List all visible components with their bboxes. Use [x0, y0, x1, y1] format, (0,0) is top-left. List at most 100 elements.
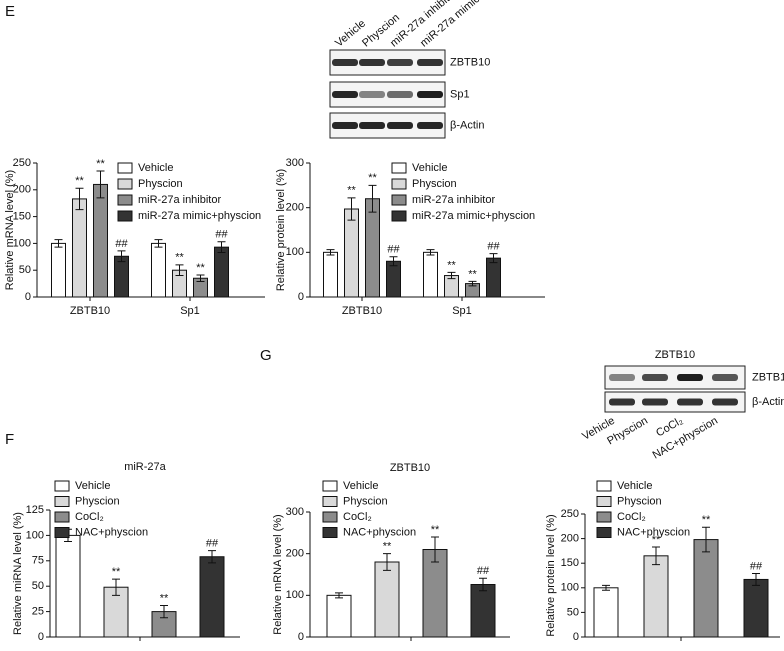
y-tick-label: 250 [13, 157, 31, 169]
blot-band [359, 91, 385, 98]
error-bar [426, 249, 435, 256]
y-tick-label: 0 [298, 291, 304, 303]
legend-swatch [54, 511, 70, 523]
legend-swatch [391, 194, 407, 206]
y-axis-label: Relative mRNA level (%) [272, 514, 284, 634]
error-bar [154, 239, 163, 248]
error-bar [326, 249, 335, 256]
y-tick-label: 150 [13, 211, 31, 223]
legend-label: NAC+physcion [343, 526, 416, 538]
panel-label: E [5, 3, 15, 20]
y-tick-label: 100 [286, 589, 304, 601]
panel-label: F [5, 431, 14, 448]
bar [470, 584, 496, 638]
y-tick-label: 300 [286, 506, 304, 518]
blot-band [712, 374, 738, 381]
legend-swatch [596, 480, 612, 492]
legend-label: Physcion [617, 495, 662, 507]
legend-swatch [596, 496, 612, 507]
legend-swatch [322, 480, 338, 492]
bar [344, 208, 359, 298]
y-tick-label: 0 [298, 631, 304, 643]
legend-label: miR-27a inhibitor [138, 194, 221, 206]
legend-swatch [596, 511, 612, 523]
y-tick-label: 100 [13, 237, 31, 249]
legend-swatch [391, 162, 407, 174]
significance-label: ** [175, 252, 184, 264]
blot-box [604, 391, 746, 413]
legend-swatch [117, 178, 133, 190]
blot-band [332, 59, 358, 66]
y-tick-label: 50 [567, 606, 579, 618]
legend-label: miR-27a inhibitor [412, 194, 495, 206]
bar [643, 555, 669, 638]
legend-swatch [117, 162, 133, 174]
y-tick-label: 200 [286, 202, 304, 214]
y-axis-label: Relative mRNA level (%) [4, 170, 16, 290]
y-tick-label: 0 [573, 631, 579, 643]
legend-label: Physcion [138, 178, 183, 190]
bar [214, 246, 229, 298]
significance-label: ## [750, 560, 763, 572]
legend-label: Physcion [412, 178, 457, 190]
error-bar [196, 274, 205, 282]
legend-swatch [117, 194, 133, 206]
significance-label: ## [206, 538, 219, 550]
legend-label: Vehicle [412, 162, 447, 174]
legend-swatch [391, 210, 407, 222]
bar [55, 534, 81, 638]
blot-band [417, 91, 443, 98]
legend-label: CoCl₂ [617, 511, 646, 523]
error-bar [702, 526, 710, 553]
y-tick-label: 150 [561, 557, 579, 569]
legend-label: NAC+physcion [75, 526, 148, 538]
y-tick-label: 200 [13, 184, 31, 196]
chart-title: ZBTB10 [390, 462, 430, 474]
significance-label: ** [468, 268, 477, 280]
bar [422, 549, 448, 638]
legend-label: miR-27a mimic+physcion [412, 210, 535, 222]
y-tick-label: 100 [286, 246, 304, 258]
significance-label: ## [487, 241, 500, 253]
x-tick-label: ZBTB10 [70, 305, 110, 317]
blot-row-label: β-Actin [450, 119, 484, 131]
error-bar [160, 605, 168, 619]
blot-band [332, 91, 358, 98]
y-axis-label: Relative protein level (%) [275, 169, 287, 291]
blot-band [417, 59, 443, 66]
legend-label: Vehicle [138, 162, 173, 174]
significance-label: ## [477, 565, 490, 577]
significance-label: ** [368, 172, 377, 184]
y-tick-label: 75 [32, 555, 44, 567]
blot-band [387, 91, 413, 98]
x-tick-label: ZBTB10 [342, 305, 382, 317]
blot-title: ZBTB10 [655, 349, 695, 361]
bar [199, 556, 225, 638]
blot-row-label: β-Actin [752, 396, 784, 408]
significance-label: ** [652, 534, 661, 546]
error-bar [389, 256, 398, 267]
significance-label: ** [447, 259, 456, 271]
significance-label: ** [112, 566, 121, 578]
significance-label: ** [96, 158, 105, 170]
blot-band [359, 59, 385, 66]
legend-label: Physcion [343, 495, 388, 507]
bar [323, 251, 338, 298]
y-axis-label: Relative protein level (%) [545, 514, 557, 636]
y-tick-label: 300 [286, 157, 304, 169]
bar [151, 242, 166, 298]
legend-label: CoCl₂ [343, 511, 372, 523]
error-bar [479, 577, 487, 592]
blot-box [604, 365, 746, 390]
y-axis-label: Relative miRNA level (%) [12, 512, 24, 635]
blot-band [387, 59, 413, 66]
bar [693, 539, 719, 638]
blot-band [642, 398, 668, 406]
y-tick-label: 50 [19, 264, 31, 276]
y-tick-label: 100 [561, 582, 579, 594]
legend-label: CoCl₂ [75, 511, 104, 523]
chart-title: miR-27a [124, 461, 166, 473]
significance-label: ** [160, 592, 169, 604]
blot-band [609, 374, 635, 381]
